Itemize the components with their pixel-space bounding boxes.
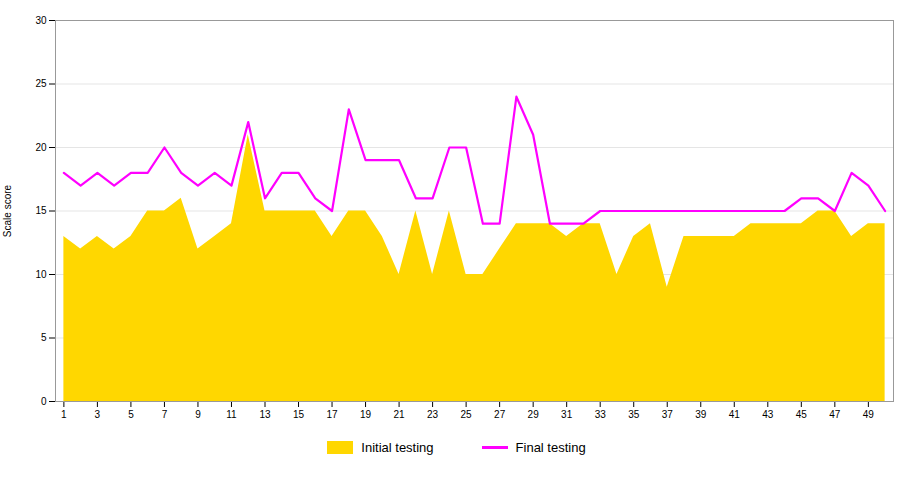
svg-text:15: 15 <box>35 205 47 216</box>
svg-text:11: 11 <box>226 409 237 420</box>
svg-text:Scale score: Scale score <box>2 184 13 237</box>
svg-text:23: 23 <box>427 409 439 420</box>
svg-text:49: 49 <box>863 409 875 420</box>
svg-text:10: 10 <box>35 269 47 280</box>
svg-text:37: 37 <box>662 409 674 420</box>
svg-text:45: 45 <box>796 409 808 420</box>
html-text:Final testing: Final testing <box>515 440 586 455</box>
svg-text:9: 9 <box>195 409 201 420</box>
svg-text:35: 35 <box>628 409 640 420</box>
svg-text:27: 27 <box>494 409 506 420</box>
svg-text:7: 7 <box>162 409 168 420</box>
svg-text:1: 1 <box>61 409 67 420</box>
svg-text:5: 5 <box>41 332 47 343</box>
svg-text:30: 30 <box>35 15 47 26</box>
svg-text:33: 33 <box>595 409 607 420</box>
svg-text:25: 25 <box>461 409 473 420</box>
svg-text:19: 19 <box>360 409 372 420</box>
svg-text:43: 43 <box>762 409 774 420</box>
svg-text:47: 47 <box>829 409 841 420</box>
svg-text:3: 3 <box>95 409 101 420</box>
svg-text:20: 20 <box>35 142 47 153</box>
html-text:Initial testing: Initial testing <box>361 440 434 455</box>
svg-text:25: 25 <box>35 78 47 89</box>
svg-text:39: 39 <box>695 409 707 420</box>
svg-text:0: 0 <box>41 396 47 407</box>
svg-text:13: 13 <box>259 409 271 420</box>
svg-text:21: 21 <box>394 409 406 420</box>
svg-text:17: 17 <box>326 409 338 420</box>
svg-text:31: 31 <box>561 409 573 420</box>
svg-text:29: 29 <box>528 409 540 420</box>
svg-text:5: 5 <box>128 409 134 420</box>
svg-text:15: 15 <box>293 409 305 420</box>
svg-text:41: 41 <box>729 409 741 420</box>
